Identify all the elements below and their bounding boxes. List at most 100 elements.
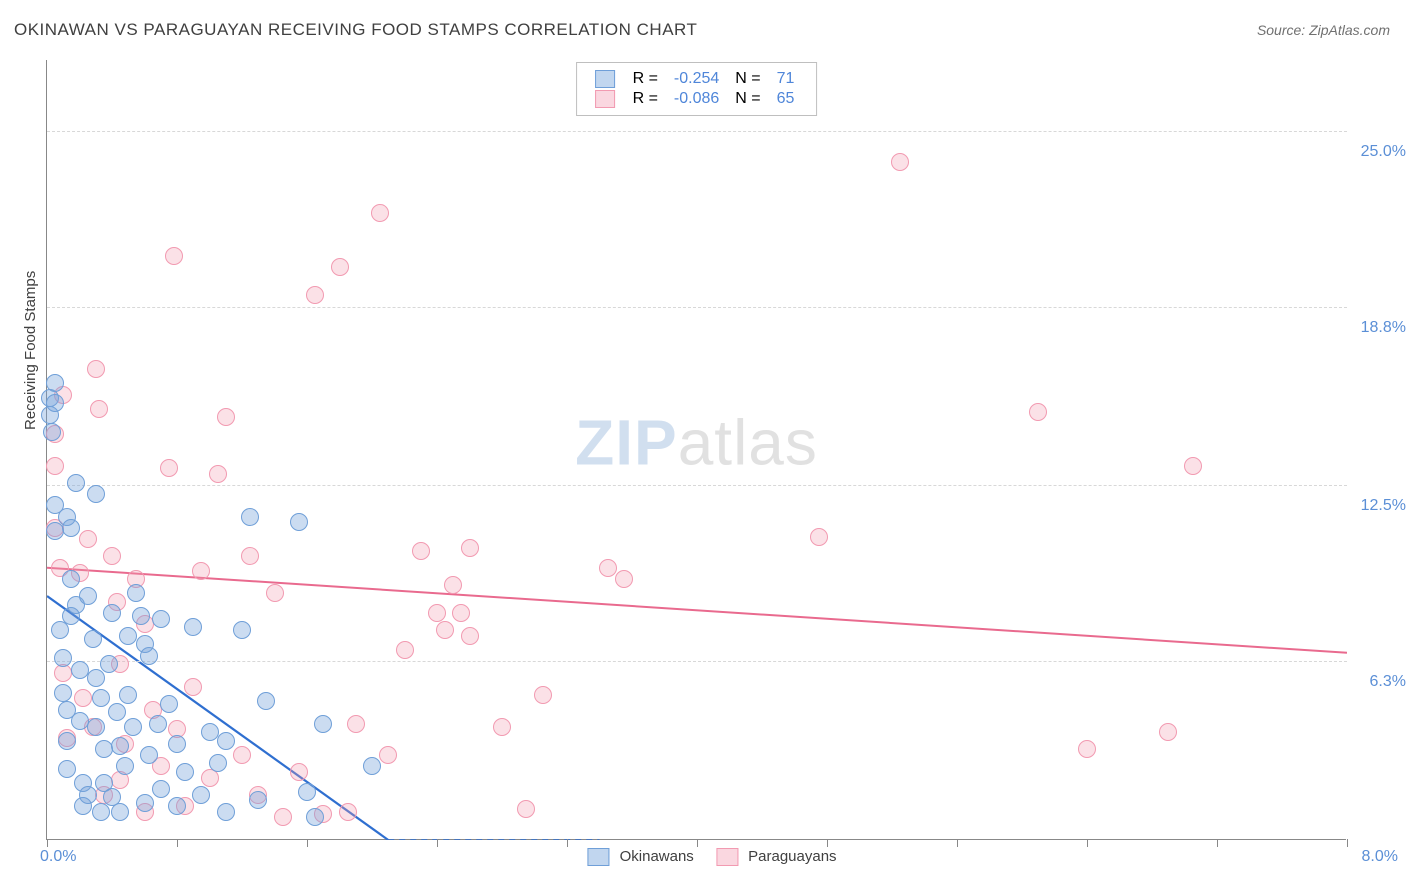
data-point bbox=[428, 604, 446, 622]
data-point bbox=[149, 715, 167, 733]
data-point bbox=[241, 547, 259, 565]
x-tick bbox=[437, 839, 438, 847]
data-point bbox=[452, 604, 470, 622]
data-point bbox=[257, 692, 275, 710]
gridline-h bbox=[47, 131, 1347, 132]
trend-lines bbox=[47, 60, 1347, 840]
legend-paraguayans-r: -0.086 bbox=[666, 89, 727, 109]
watermark: ZIPatlas bbox=[575, 405, 818, 479]
data-point bbox=[79, 530, 97, 548]
data-point bbox=[1029, 403, 1047, 421]
y-tick-label: 12.5% bbox=[1352, 497, 1406, 515]
data-point bbox=[62, 570, 80, 588]
y-tick-label: 18.8% bbox=[1352, 319, 1406, 337]
data-point bbox=[176, 763, 194, 781]
data-point bbox=[233, 621, 251, 639]
data-point bbox=[132, 607, 150, 625]
data-point bbox=[306, 808, 324, 826]
data-point bbox=[347, 715, 365, 733]
swatch-paraguayans bbox=[716, 848, 738, 866]
legend-row-okinawans: R = -0.254 N = 71 bbox=[587, 69, 803, 89]
x-tick bbox=[957, 839, 958, 847]
x-origin-label: 0.0% bbox=[40, 848, 76, 866]
data-point bbox=[92, 689, 110, 707]
data-point bbox=[290, 513, 308, 531]
x-tick bbox=[827, 839, 828, 847]
data-point bbox=[306, 286, 324, 304]
x-max-label: 8.0% bbox=[1362, 848, 1398, 866]
data-point bbox=[209, 465, 227, 483]
data-point bbox=[274, 808, 292, 826]
legend-label-paraguayans: Paraguayans bbox=[748, 848, 836, 865]
data-point bbox=[119, 686, 137, 704]
data-point bbox=[165, 247, 183, 265]
data-point bbox=[217, 408, 235, 426]
data-point bbox=[111, 737, 129, 755]
data-point bbox=[58, 732, 76, 750]
data-point bbox=[615, 570, 633, 588]
legend-stats: R = -0.254 N = 71 R = -0.086 N = 65 bbox=[576, 62, 818, 116]
data-point bbox=[140, 746, 158, 764]
gridline-h bbox=[47, 485, 1347, 486]
source-prefix: Source: bbox=[1257, 22, 1309, 38]
data-point bbox=[331, 258, 349, 276]
x-tick bbox=[1217, 839, 1218, 847]
watermark-atlas: atlas bbox=[678, 406, 818, 478]
data-point bbox=[891, 153, 909, 171]
y-axis-label: Receiving Food Stamps bbox=[22, 271, 39, 430]
data-point bbox=[87, 718, 105, 736]
legend-r-label: R = bbox=[625, 89, 666, 109]
data-point bbox=[339, 803, 357, 821]
data-point bbox=[160, 695, 178, 713]
gridline-h bbox=[47, 661, 1347, 662]
data-point bbox=[1078, 740, 1096, 758]
legend-okinawans-n: 71 bbox=[769, 69, 803, 89]
data-point bbox=[46, 457, 64, 475]
data-point bbox=[249, 791, 267, 809]
data-point bbox=[810, 528, 828, 546]
data-point bbox=[534, 686, 552, 704]
data-point bbox=[396, 641, 414, 659]
data-point bbox=[444, 576, 462, 594]
data-point bbox=[136, 794, 154, 812]
data-point bbox=[95, 740, 113, 758]
data-point bbox=[436, 621, 454, 639]
data-point bbox=[461, 539, 479, 557]
data-point bbox=[363, 757, 381, 775]
data-point bbox=[62, 519, 80, 537]
data-point bbox=[160, 459, 178, 477]
swatch-okinawans bbox=[595, 70, 615, 88]
data-point bbox=[71, 661, 89, 679]
data-point bbox=[599, 559, 617, 577]
legend-n-label: N = bbox=[727, 69, 768, 89]
data-point bbox=[79, 587, 97, 605]
data-point bbox=[192, 562, 210, 580]
data-point bbox=[201, 723, 219, 741]
x-tick bbox=[697, 839, 698, 847]
chart-title: OKINAWAN VS PARAGUAYAN RECEIVING FOOD ST… bbox=[14, 20, 697, 40]
trend-line bbox=[47, 568, 1347, 653]
x-tick bbox=[177, 839, 178, 847]
chart-container: OKINAWAN VS PARAGUAYAN RECEIVING FOOD ST… bbox=[0, 0, 1406, 892]
data-point bbox=[84, 630, 102, 648]
data-point bbox=[379, 746, 397, 764]
data-point bbox=[111, 803, 129, 821]
data-point bbox=[1184, 457, 1202, 475]
legend-row-paraguayans: R = -0.086 N = 65 bbox=[587, 89, 803, 109]
data-point bbox=[54, 684, 72, 702]
data-point bbox=[192, 786, 210, 804]
x-tick bbox=[307, 839, 308, 847]
data-point bbox=[461, 627, 479, 645]
data-point bbox=[87, 360, 105, 378]
data-point bbox=[119, 627, 137, 645]
data-point bbox=[152, 610, 170, 628]
data-point bbox=[168, 735, 186, 753]
y-tick-label: 25.0% bbox=[1352, 143, 1406, 161]
x-tick bbox=[1087, 839, 1088, 847]
legend-n-label: N = bbox=[727, 89, 768, 109]
plot-area: ZIPatlas R = -0.254 N = 71 R = -0.086 N … bbox=[46, 60, 1346, 840]
legend-r-label: R = bbox=[625, 69, 666, 89]
data-point bbox=[168, 797, 186, 815]
x-tick bbox=[47, 839, 48, 847]
data-point bbox=[290, 763, 308, 781]
